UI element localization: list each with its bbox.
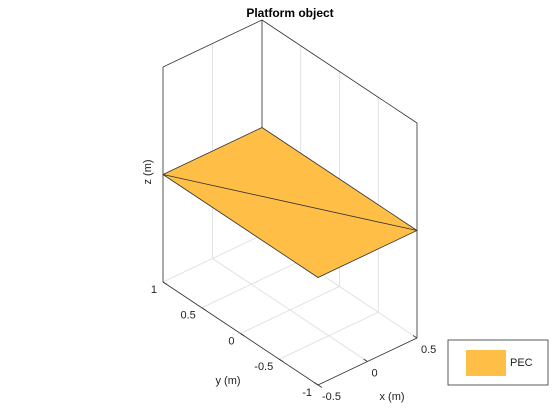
grid-line [240,286,340,334]
x-tick-label: -0.5 [322,391,341,403]
grid-line [162,234,263,283]
x-tick [412,335,418,339]
grid-line [201,260,301,309]
y-tick-label: -0.5 [254,361,273,373]
x-axis-label: x (m) [379,391,404,403]
x-tick [363,358,368,362]
x-tick-label: 0 [372,367,378,379]
legend-label: PEC [510,357,533,369]
axis-line [162,19,263,68]
y-tick-label: 1 [151,284,157,296]
y-tick-label: 0 [228,335,234,347]
y-tick [279,358,284,363]
y-axis-label: y (m) [215,375,240,387]
axis-line [261,19,418,124]
y-tick [240,333,245,337]
legend: PEC [447,339,549,386]
y-tick [201,307,206,311]
legend-swatch [466,350,506,376]
y-tick-label: -1 [302,387,312,399]
y-tick [162,281,168,285]
x-tick [313,382,319,386]
z-axis-label: z (m) [142,159,154,184]
mesh-edge [162,174,418,231]
x-tick-label: 0.5 [421,344,436,356]
chart-title: Platform object [246,6,333,20]
y-tick [317,384,323,388]
grid-line [279,311,379,360]
y-tick-label: 0.5 [180,310,195,322]
